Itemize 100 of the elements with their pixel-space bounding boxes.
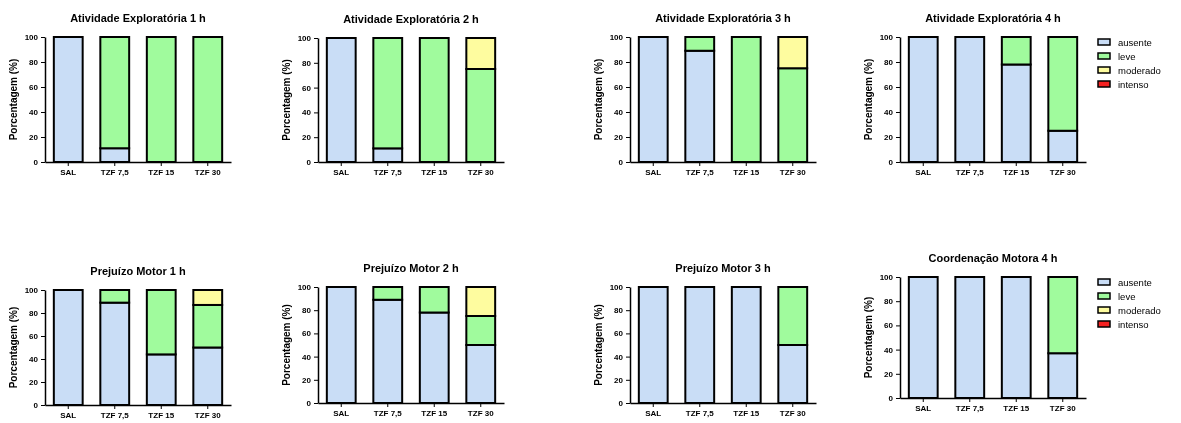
y-tick-label: 60 bbox=[302, 329, 312, 339]
x-tick-label: TZF 7,5 bbox=[685, 408, 715, 418]
y-tick-label: 20 bbox=[29, 378, 39, 388]
x-tick-label: TZF 15 bbox=[421, 408, 448, 418]
x-tick-label: SAL bbox=[645, 167, 662, 177]
y-tick-label: 60 bbox=[614, 329, 624, 339]
chart-title: Prejuízo Motor 2 h bbox=[363, 262, 459, 274]
legend-label: intenso bbox=[1118, 319, 1149, 330]
y-tick-label: 80 bbox=[29, 309, 39, 319]
chart-title: Atividade Exploratória 2 h bbox=[343, 13, 480, 25]
y-axis-title: Porcentagem (%) bbox=[863, 296, 874, 379]
y-tick-label: 100 bbox=[24, 33, 39, 43]
x-tick-label: TZF 15 bbox=[148, 167, 175, 177]
x-tick-label: TZF 30 bbox=[194, 167, 222, 177]
x-tick-label: TZF 30 bbox=[194, 410, 222, 420]
y-tick-label: 100 bbox=[879, 273, 894, 283]
y-axis-title: Porcentagem (%) bbox=[281, 304, 292, 386]
x-tick-label: SAL bbox=[645, 408, 662, 418]
y-tick-label: 100 bbox=[297, 34, 312, 44]
y-axis-title: Porcentagem (%) bbox=[593, 304, 604, 386]
legend-label: moderado bbox=[1118, 305, 1161, 316]
y-tick-label: 60 bbox=[884, 321, 894, 331]
y-tick-label: 20 bbox=[29, 133, 39, 143]
x-tick-label: TZF 30 bbox=[1049, 403, 1077, 413]
x-tick-label: SAL bbox=[333, 167, 350, 177]
x-tick-label: TZF 15 bbox=[148, 410, 175, 420]
y-tick-label: 0 bbox=[888, 394, 894, 404]
y-tick-label: 20 bbox=[884, 369, 894, 379]
y-tick-label: 100 bbox=[609, 283, 624, 293]
legend-label: moderado bbox=[1118, 65, 1161, 76]
y-tick-label: 0 bbox=[618, 158, 624, 168]
x-tick-label: TZF 7,5 bbox=[955, 167, 985, 177]
chart-title: Prejuízo Motor 1 h bbox=[90, 265, 186, 277]
chart-title: Atividade Exploratória 3 h bbox=[655, 12, 792, 24]
x-tick-label: SAL bbox=[333, 408, 350, 418]
y-tick-label: 80 bbox=[884, 58, 894, 68]
y-tick-label: 0 bbox=[33, 401, 39, 411]
x-tick-label: TZF 30 bbox=[467, 167, 495, 177]
y-tick-label: 40 bbox=[884, 108, 894, 118]
x-tick-label: TZF 30 bbox=[467, 408, 495, 418]
x-tick-label: TZF 15 bbox=[1003, 167, 1030, 177]
y-tick-label: 60 bbox=[302, 83, 312, 93]
y-tick-label: 60 bbox=[884, 83, 894, 93]
chart-title: Atividade Exploratória 4 h bbox=[925, 12, 1062, 24]
y-tick-label: 0 bbox=[618, 399, 624, 409]
x-tick-label: SAL bbox=[915, 167, 932, 177]
x-tick-label: TZF 7,5 bbox=[100, 410, 130, 420]
x-tick-label: SAL bbox=[60, 410, 77, 420]
y-tick-label: 40 bbox=[29, 108, 39, 118]
y-tick-label: 60 bbox=[29, 332, 39, 342]
y-tick-label: 40 bbox=[614, 108, 624, 118]
x-tick-label: TZF 30 bbox=[779, 167, 807, 177]
y-tick-label: 80 bbox=[29, 58, 39, 68]
y-tick-label: 0 bbox=[306, 399, 312, 409]
y-tick-label: 20 bbox=[302, 133, 312, 143]
y-tick-label: 20 bbox=[302, 375, 312, 385]
x-tick-label: TZF 7,5 bbox=[373, 167, 403, 177]
y-tick-label: 20 bbox=[884, 133, 894, 143]
chart-title: Prejuízo Motor 3 h bbox=[675, 262, 771, 274]
x-tick-label: TZF 7,5 bbox=[373, 408, 403, 418]
y-tick-label: 100 bbox=[609, 33, 624, 43]
y-tick-label: 80 bbox=[614, 306, 624, 316]
y-tick-label: 100 bbox=[297, 283, 312, 293]
legend-label: ausente bbox=[1118, 277, 1152, 288]
x-tick-label: TZF 15 bbox=[733, 408, 760, 418]
y-tick-label: 20 bbox=[614, 133, 624, 143]
x-tick-label: TZF 7,5 bbox=[685, 167, 715, 177]
x-tick-label: TZF 7,5 bbox=[955, 403, 985, 413]
y-tick-label: 40 bbox=[614, 352, 624, 362]
y-axis-title: Porcentagem (%) bbox=[281, 59, 292, 141]
y-tick-label: 60 bbox=[614, 83, 624, 93]
chart-title: Atividade Exploratória 1 h bbox=[70, 12, 207, 24]
x-tick-label: TZF 30 bbox=[1049, 167, 1077, 177]
y-tick-label: 100 bbox=[879, 33, 894, 43]
x-tick-label: TZF 7,5 bbox=[100, 167, 130, 177]
legend-label: leve bbox=[1118, 291, 1136, 302]
y-tick-label: 100 bbox=[24, 286, 39, 296]
y-tick-label: 0 bbox=[888, 158, 894, 168]
legend-label: intenso bbox=[1118, 79, 1149, 90]
y-tick-label: 40 bbox=[884, 345, 894, 355]
x-tick-label: SAL bbox=[60, 167, 77, 177]
x-tick-label: TZF 15 bbox=[421, 167, 448, 177]
x-tick-label: TZF 30 bbox=[779, 408, 807, 418]
x-tick-label: TZF 15 bbox=[1003, 403, 1030, 413]
y-axis-title: Porcentagem (%) bbox=[593, 58, 604, 141]
y-axis-title: Porcentagem (%) bbox=[8, 58, 19, 141]
y-tick-label: 80 bbox=[614, 58, 624, 68]
y-tick-label: 0 bbox=[33, 158, 39, 168]
x-tick-label: SAL bbox=[915, 403, 932, 413]
y-tick-label: 80 bbox=[884, 297, 894, 307]
y-tick-label: 80 bbox=[302, 58, 312, 68]
legend-label: ausente bbox=[1118, 37, 1152, 48]
y-tick-label: 40 bbox=[302, 108, 312, 118]
chart-title: Coordenação Motora 4 h bbox=[928, 252, 1058, 264]
y-axis-title: Porcentagem (%) bbox=[8, 306, 19, 389]
y-axis-title: Porcentagem (%) bbox=[863, 58, 874, 141]
legend-label: leve bbox=[1118, 51, 1136, 62]
y-tick-label: 80 bbox=[302, 306, 312, 316]
y-tick-label: 0 bbox=[306, 158, 312, 168]
y-tick-label: 40 bbox=[29, 355, 39, 365]
